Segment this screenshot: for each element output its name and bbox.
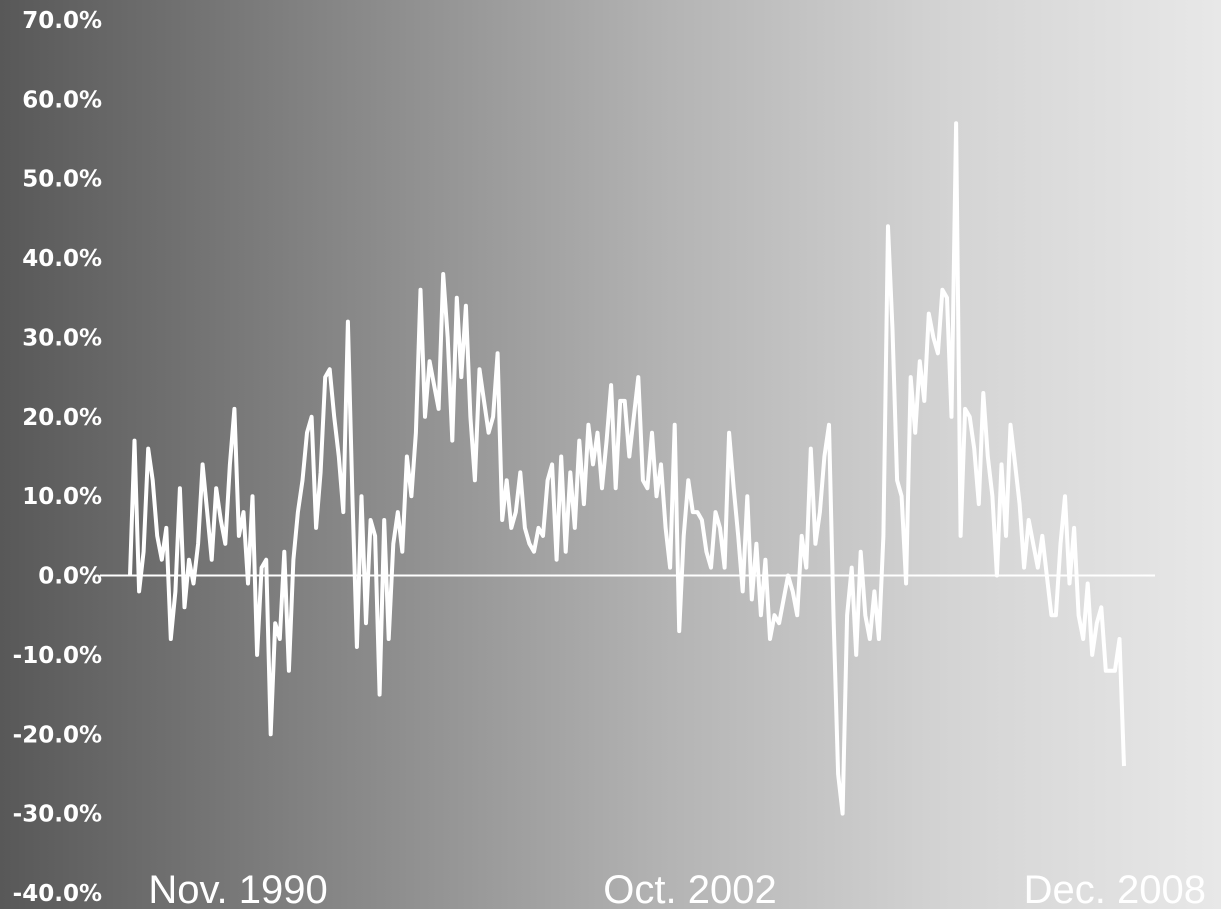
y-tick-label: 50.0%: [22, 167, 102, 193]
x-tick-label: Dec. 2008: [1024, 868, 1206, 909]
x-tick-label: Oct. 2002: [603, 868, 776, 909]
x-tick-label: Nov. 1990: [148, 868, 327, 909]
y-tick-label: 10.0%: [22, 484, 102, 510]
y-tick-label: 0.0%: [38, 564, 102, 590]
plot-area: [128, 121, 1126, 816]
y-axis: 70.0% 60.0% 50.0% 40.0% 30.0% 20.0% 10.0% 0.0% -…: [13, 8, 102, 907]
y-tick-label: 60.0%: [22, 87, 102, 113]
x-axis: Nov. 1990 Oct. 2002 Dec. 2008: [148, 868, 1206, 909]
series-line: [128, 121, 1126, 816]
y-tick-label: 70.0%: [22, 8, 102, 34]
y-tick-label: 30.0%: [22, 325, 102, 351]
y-tick-label: 20.0%: [22, 405, 102, 431]
y-tick-label: -40.0%: [13, 881, 102, 907]
y-tick-label: -30.0%: [13, 802, 102, 828]
y-tick-label: -10.0%: [13, 643, 102, 669]
y-tick-label: -20.0%: [13, 722, 102, 748]
y-tick-label: 40.0%: [22, 246, 102, 272]
